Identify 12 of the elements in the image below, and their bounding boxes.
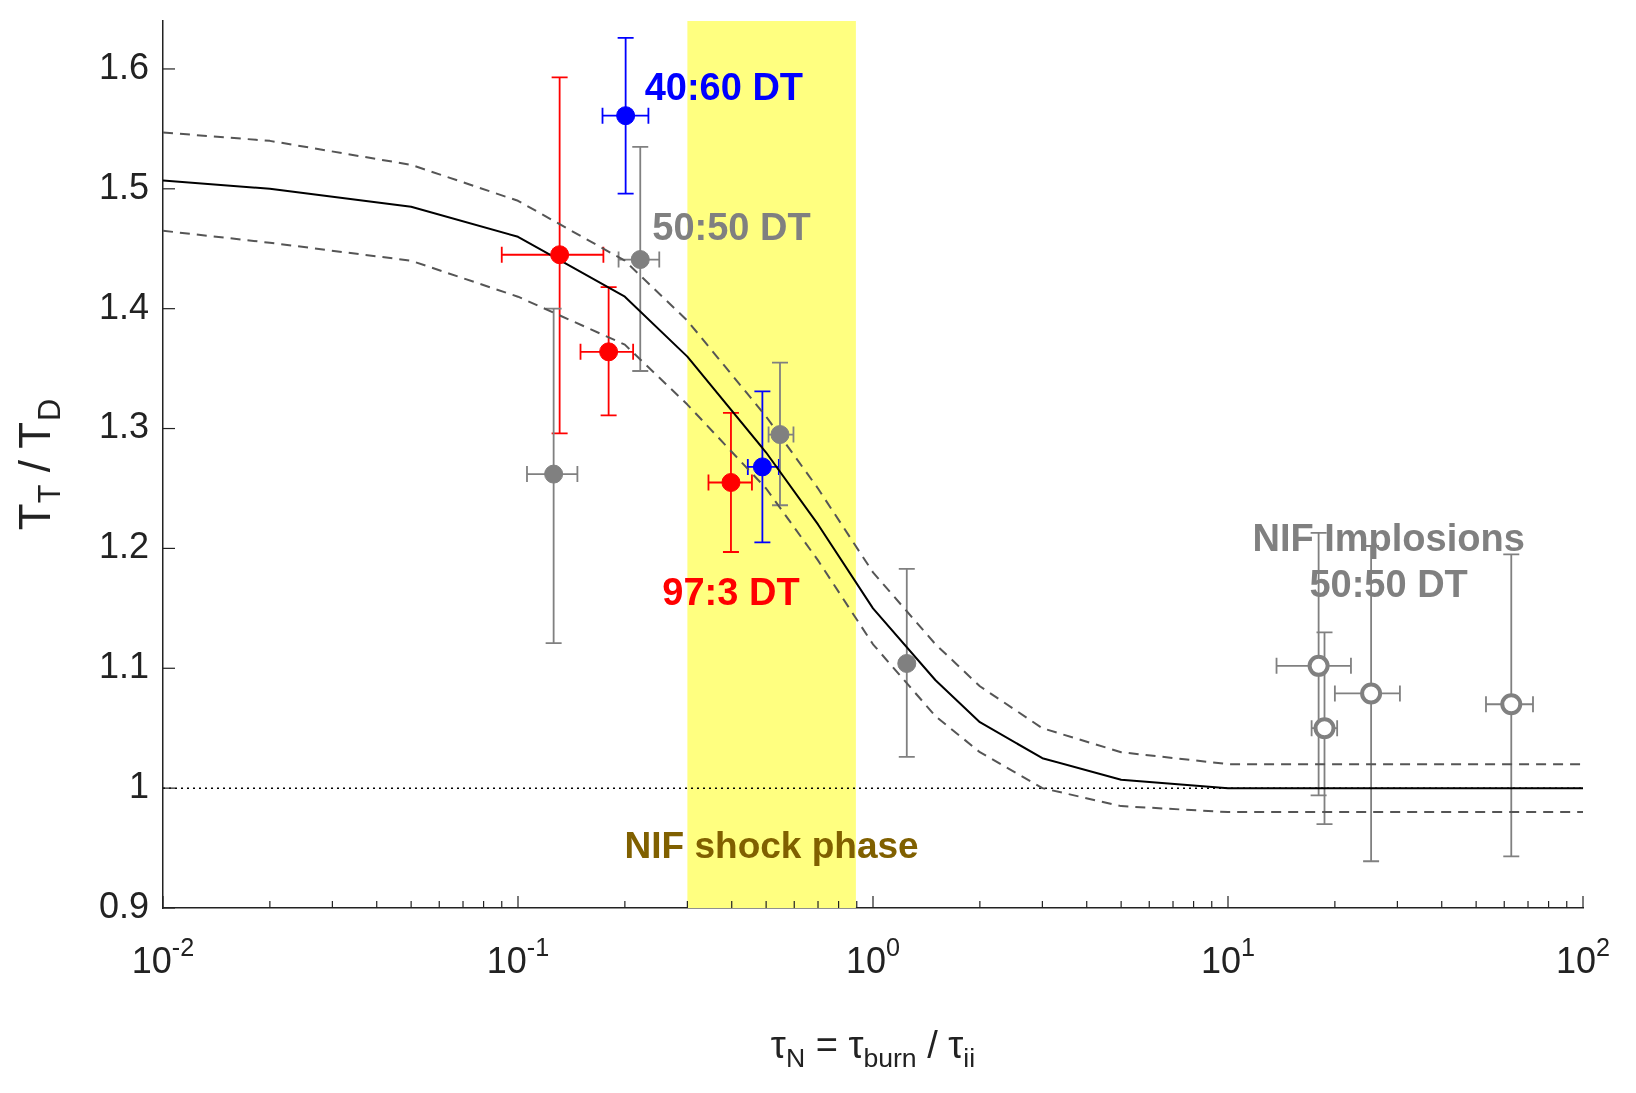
y-tick-label: 1.5 <box>98 165 149 207</box>
y-tick-label: 1.4 <box>98 285 149 327</box>
y-tick-label: 1.3 <box>98 405 149 447</box>
y-tick-label: 1 <box>128 765 150 807</box>
series-label: 40:60 DT <box>644 66 804 109</box>
y-axis-title: TT / TD <box>10 398 67 531</box>
text: 97:3 DT <box>662 570 800 613</box>
band-label: NIF shock phase <box>624 825 919 867</box>
y-tick-label: 1.6 <box>98 45 149 87</box>
y-tick-label: 0.9 <box>98 884 149 926</box>
y-tick-label: 1.1 <box>98 645 149 687</box>
y-tick-label: 1.2 <box>98 525 149 567</box>
